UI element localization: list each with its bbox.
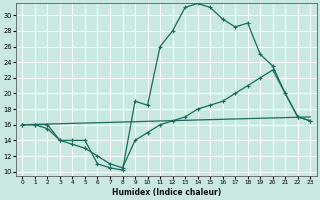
X-axis label: Humidex (Indice chaleur): Humidex (Indice chaleur) xyxy=(112,188,221,197)
